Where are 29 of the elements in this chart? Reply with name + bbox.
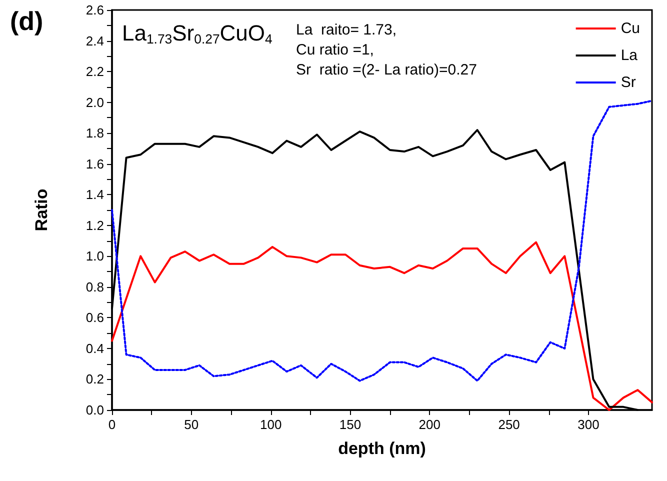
y-tick-label: 2.0 [86,94,104,110]
y-axis-title: Ratio [32,188,51,232]
legend-label: La [620,47,638,64]
y-tick-label: 1.6 [86,156,104,172]
x-tick-label: 100 [260,417,282,432]
x-axis-title: depth (nm) [338,439,426,458]
legend-label: Sr [620,74,636,91]
y-tick-label: 1.8 [86,126,104,141]
y-tick-label: 2.4 [86,33,104,48]
y-tick-label: 1.4 [86,187,104,202]
y-tick-label: 0.6 [86,310,104,326]
x-tick-label: 200 [418,417,440,432]
line-series [111,100,653,382]
y-tick-label: 2.2 [86,64,104,80]
legend-label: Cu [620,20,640,37]
y-tick-label: 0.8 [86,279,104,294]
y-tick-label: 2.6 [86,2,104,18]
y-tick-label: 0.0 [86,402,104,418]
x-tick-label: 250 [498,417,520,432]
text: (d) [10,6,44,36]
annotation: La raito= 1.73, Cu ratio =1, Sr ratio =(2- La ratio)=0.27 [296,22,477,78]
y-tick-label: 1.2 [86,218,104,233]
y-tick-label: 0.4 [86,340,104,356]
x-tick-label: 300 [578,417,600,432]
y-tick-label: 1.0 [86,248,104,264]
y-tick-label: 0.2 [86,372,104,387]
x-tick-label: 50 [184,417,199,432]
x-tick-label: 150 [339,417,362,432]
x-tick-label: 0 [108,417,116,432]
